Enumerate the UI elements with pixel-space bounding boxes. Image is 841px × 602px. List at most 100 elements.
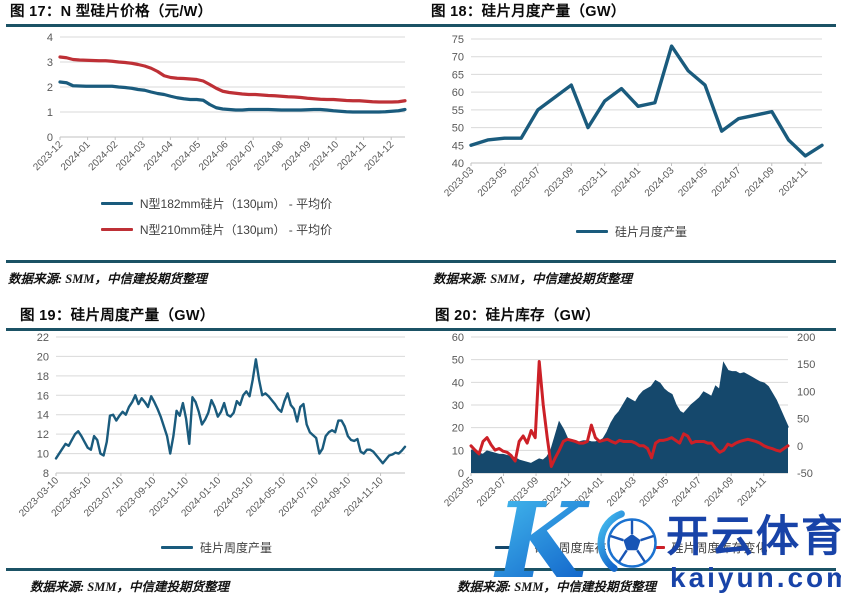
legend-swatch — [575, 229, 608, 234]
svg-text:100: 100 — [797, 386, 815, 398]
panel-divider — [427, 568, 836, 571]
chart-legend: 硅片月度产量 — [427, 223, 836, 240]
svg-text:40: 40 — [452, 158, 464, 170]
svg-text:2023-05: 2023-05 — [442, 475, 476, 509]
figure-title: 图 18：硅片月度产量（GW） — [431, 4, 626, 20]
svg-text:0: 0 — [458, 468, 464, 480]
spacer — [6, 556, 427, 568]
svg-text:2024-01: 2024-01 — [609, 165, 643, 199]
legend-item: N型182mm硅片（130µm） - 平均价 — [100, 195, 333, 212]
figure-panel-19: 图 19：硅片周度产量（GW） 8 10 12 14 16 18 20 22 2023-03-1… — [6, 307, 427, 596]
svg-text:45: 45 — [452, 140, 464, 152]
svg-text:2023-11: 2023-11 — [577, 165, 611, 199]
legend-item: 硅片周度库存 — [495, 539, 607, 556]
svg-text:60: 60 — [452, 332, 464, 344]
legend-label: N型182mm硅片（130µm） - 平均价 — [139, 197, 333, 211]
data-source: 数据来源: SMM，中信建投期货整理 — [30, 580, 229, 594]
spacer — [427, 240, 836, 260]
svg-text:14: 14 — [37, 410, 49, 422]
svg-text:2024-10: 2024-10 — [307, 139, 341, 173]
svg-text:2023-05: 2023-05 — [476, 165, 510, 199]
svg-text:70: 70 — [452, 52, 464, 64]
data-source: 数据来源: SMM，中信建投期货整理 — [433, 272, 632, 286]
svg-text:2024-01: 2024-01 — [572, 475, 606, 509]
svg-text:2024-07: 2024-07 — [670, 475, 704, 509]
svg-text:0: 0 — [47, 132, 53, 144]
svg-text:60: 60 — [452, 87, 464, 99]
svg-text:10: 10 — [452, 445, 464, 457]
legend-swatch — [100, 227, 133, 232]
legend-label: N型210mm硅片（130µm） - 平均价 — [139, 223, 333, 237]
svg-text:20: 20 — [452, 423, 464, 435]
legend-swatch — [100, 201, 133, 206]
svg-text:3: 3 — [47, 57, 53, 69]
svg-text:2024-11: 2024-11 — [777, 165, 811, 199]
legend-label: 硅片周度产量 — [199, 541, 272, 555]
chart-legend: N型182mm硅片（130µm） - 平均价 N型210mm硅片（130µm） -… — [100, 195, 333, 238]
legend-item: 硅片月度产量 — [575, 223, 687, 240]
data-source: 数据来源: SMM，中信建投期货整理 — [8, 272, 207, 286]
figure-title: 图 17：N 型硅片价格（元/W） — [10, 4, 213, 20]
inventory-area-chart: 0102030405060-500501001502002023-052023-… — [442, 332, 815, 509]
svg-text:2024-05: 2024-05 — [676, 165, 710, 199]
figure-panel-20: 图 20：硅片库存（GW） 0 10 20 30 40 50 60 -50 0 50 100 150 2… — [427, 307, 836, 596]
figure-title: 图 19：硅片周度产量（GW） — [20, 308, 215, 324]
svg-text:30: 30 — [452, 400, 464, 412]
panel-divider — [427, 260, 836, 263]
svg-text:2023-07: 2023-07 — [509, 165, 543, 199]
svg-text:1: 1 — [47, 107, 53, 119]
chart-legend: 硅片周度产量 — [6, 539, 427, 556]
legend-swatch — [495, 545, 528, 550]
title-rule — [6, 328, 427, 331]
legend-item: N型210mm硅片（130µm） - 平均价 — [100, 221, 333, 238]
svg-text:2023-09: 2023-09 — [507, 475, 541, 509]
svg-text:2024-09: 2024-09 — [743, 165, 777, 199]
legend-label: 硅片月度产量 — [614, 225, 687, 239]
svg-text:55: 55 — [452, 105, 464, 117]
title-rule — [427, 328, 836, 331]
svg-text:2: 2 — [47, 82, 53, 94]
svg-text:50: 50 — [452, 355, 464, 367]
svg-text:40: 40 — [452, 377, 464, 389]
svg-text:8: 8 — [43, 468, 49, 480]
title-rule — [6, 24, 427, 27]
data-source: 数据来源: SMM，中信建投期货整理 — [457, 580, 656, 594]
svg-text:2024-05: 2024-05 — [638, 475, 672, 509]
svg-text:-50: -50 — [797, 468, 813, 480]
svg-text:2024-09: 2024-09 — [703, 475, 737, 509]
svg-text:2024-03: 2024-03 — [605, 475, 639, 509]
svg-text:2023-07: 2023-07 — [475, 475, 509, 509]
svg-text:2024-12: 2024-12 — [363, 139, 397, 173]
figure-panel-17: 图 17：N 型硅片价格（元/W） 0 1 2 3 4 2023-12 2024-01 202… — [6, 3, 427, 288]
svg-text:65: 65 — [452, 69, 464, 81]
svg-text:18: 18 — [37, 371, 49, 383]
svg-text:4: 4 — [47, 32, 53, 44]
legend-label: 硅片周度库存 — [534, 541, 607, 555]
svg-text:2023-09: 2023-09 — [543, 165, 577, 199]
legend-item: 硅片周度库存变化 — [632, 539, 768, 556]
svg-text:0: 0 — [797, 441, 803, 453]
weekly-output-line-chart: 8101214161820222023-03-102023-05-102023-… — [17, 332, 407, 519]
figure-title: 图 20：硅片库存（GW） — [435, 308, 601, 324]
price-line-chart: 012342023-122024-012024-022024-032024-04… — [31, 32, 407, 173]
legend-swatch — [160, 545, 193, 550]
svg-text:50: 50 — [452, 123, 464, 135]
legend-item: 硅片周度产量 — [160, 539, 272, 556]
spacer — [6, 238, 427, 260]
svg-text:200: 200 — [797, 332, 815, 344]
svg-text:2024-03: 2024-03 — [643, 165, 677, 199]
svg-text:75: 75 — [452, 34, 464, 46]
figure-panel-18: 图 18：硅片月度产量（GW） 40 45 50 55 60 65 70 75 2023-03 2… — [427, 3, 836, 288]
legend-swatch — [632, 545, 665, 550]
svg-text:10: 10 — [37, 449, 49, 461]
svg-text:20: 20 — [37, 351, 49, 363]
svg-text:50: 50 — [797, 414, 809, 426]
panel-divider — [6, 260, 427, 263]
legend-label: 硅片周度库存变化 — [671, 541, 768, 555]
chart-legend: 硅片周度库存 硅片周度库存变化 — [427, 539, 836, 556]
spacer — [427, 556, 836, 568]
svg-text:150: 150 — [797, 359, 815, 371]
svg-text:16: 16 — [37, 390, 49, 402]
svg-text:2023-11: 2023-11 — [540, 475, 574, 509]
